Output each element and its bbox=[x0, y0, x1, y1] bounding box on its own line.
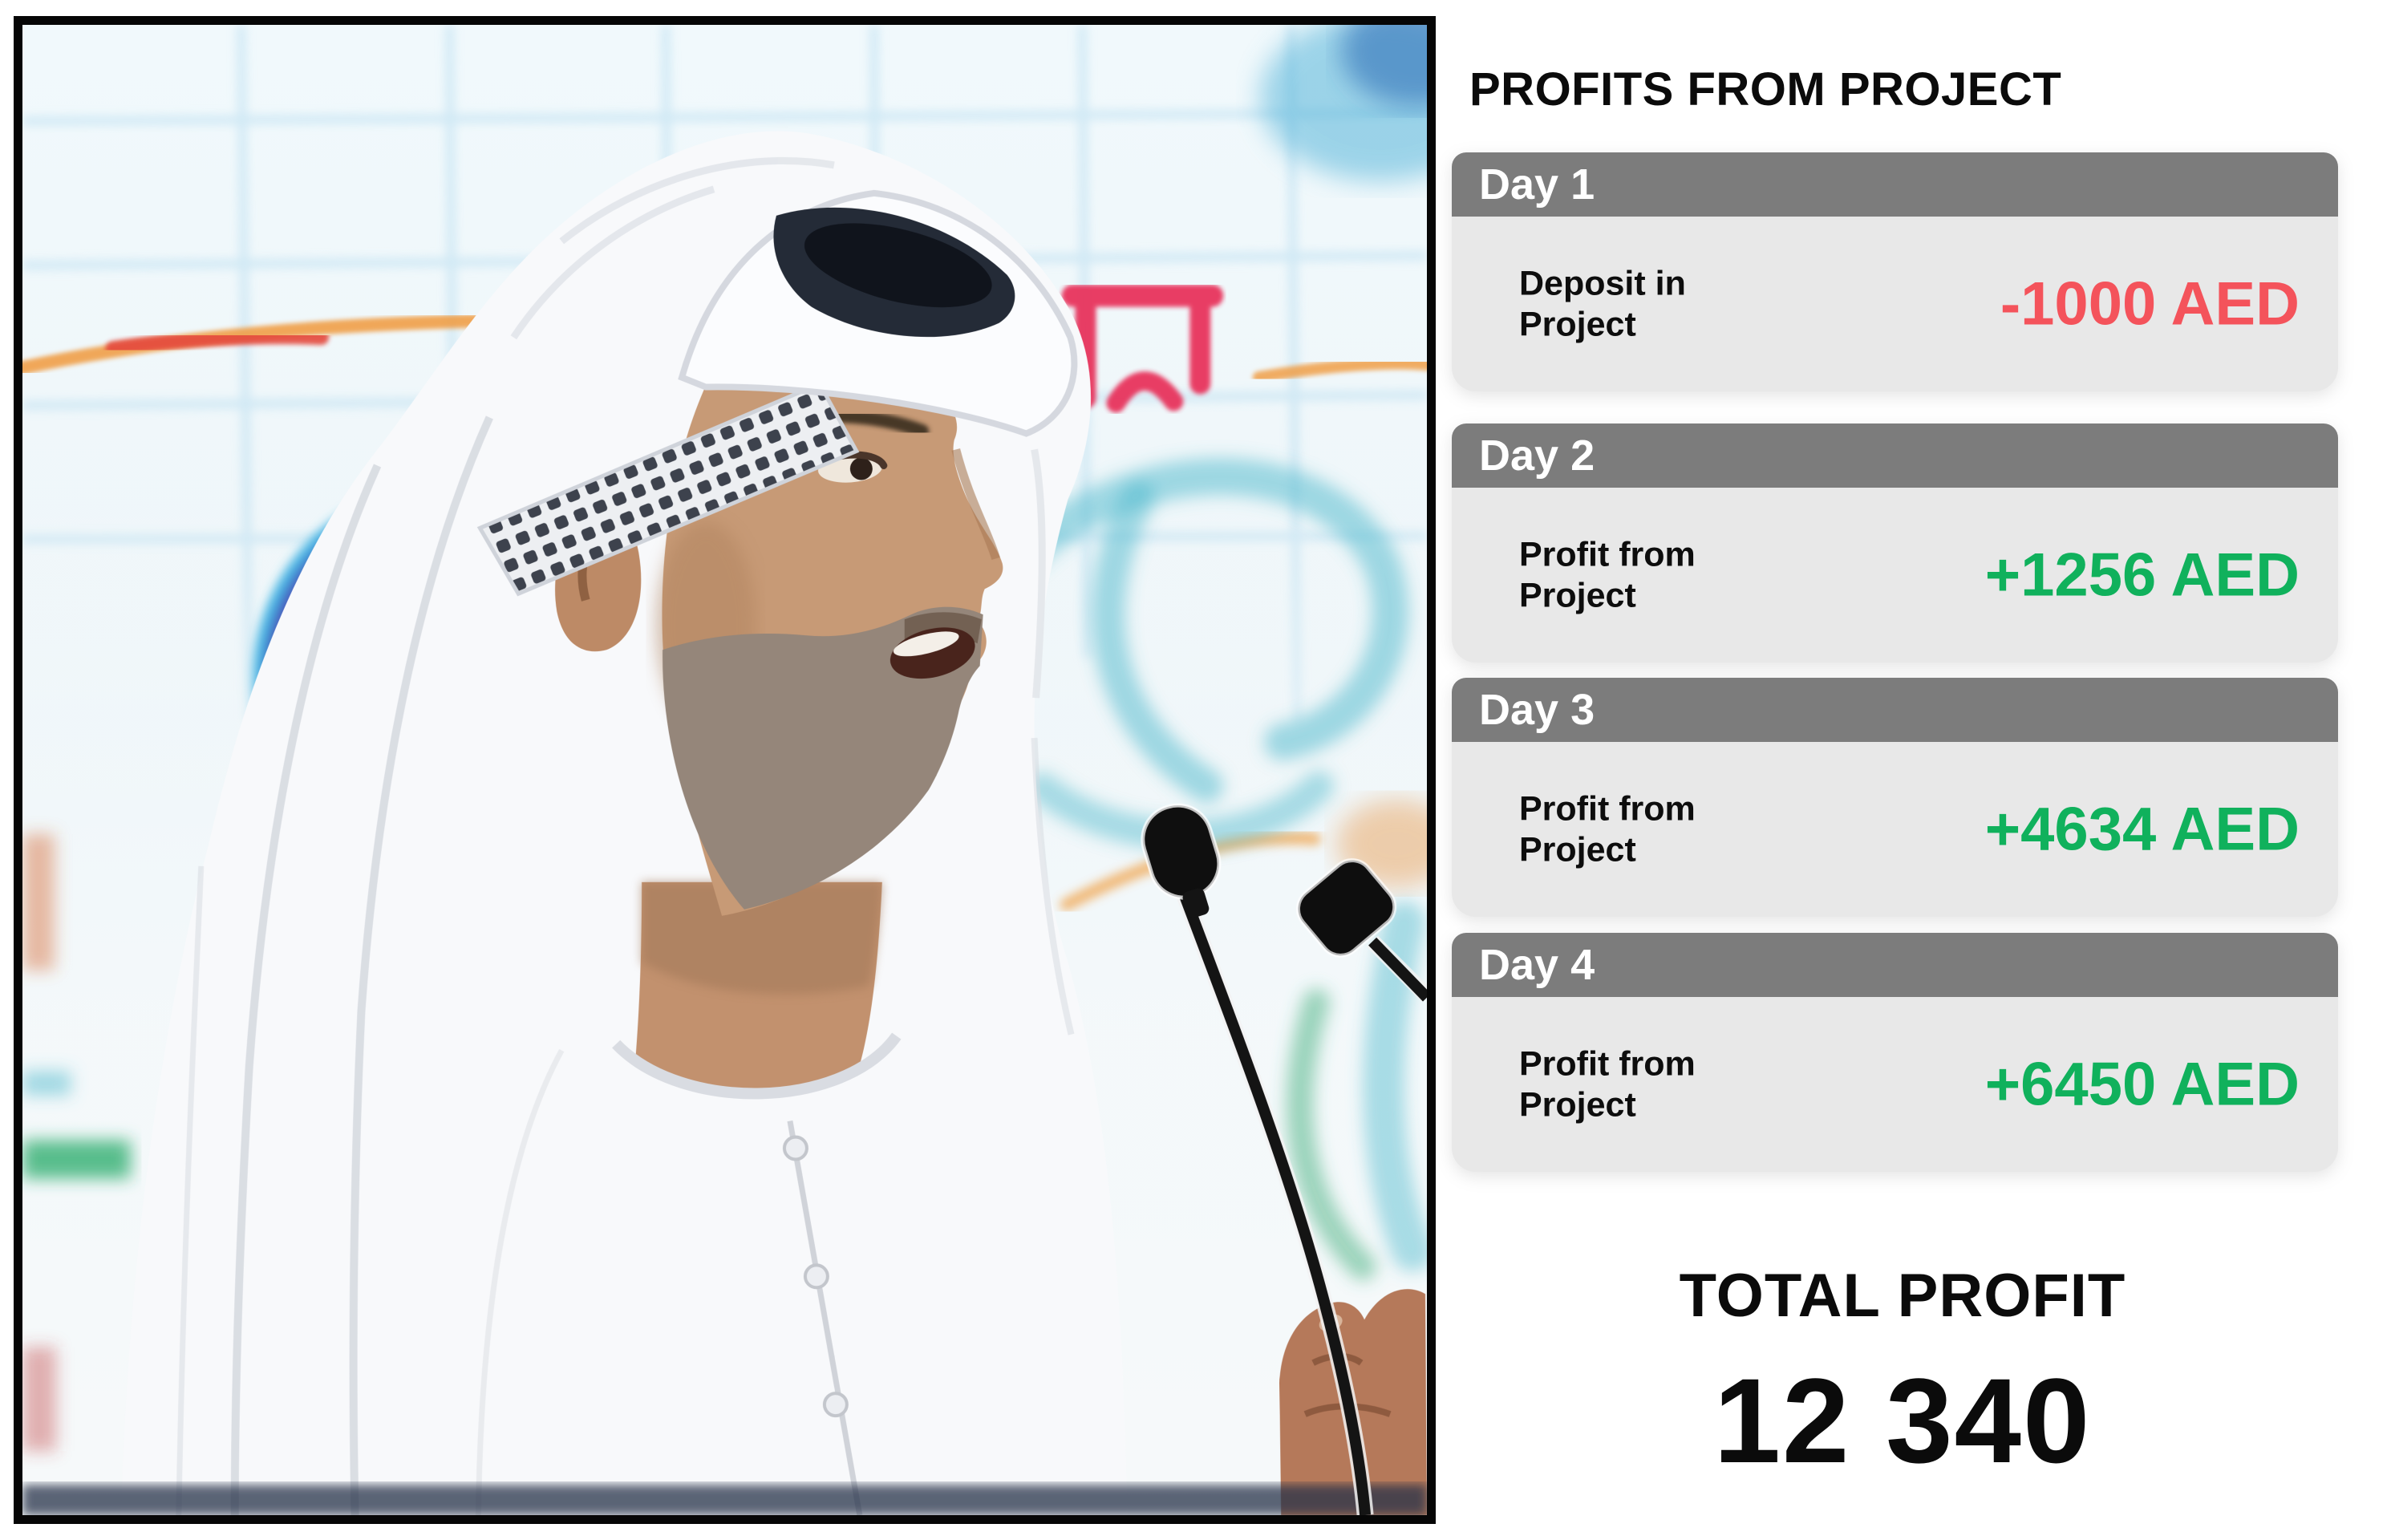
total-value: 12 340 bbox=[1713, 1353, 2092, 1488]
speaker-figure bbox=[120, 131, 1128, 1515]
microphone-2 bbox=[1295, 858, 1427, 1002]
day-card-body: Profit from Project +6450 AED bbox=[1452, 997, 2338, 1172]
transaction-label: Deposit in Project bbox=[1519, 264, 1686, 343]
photo-frame bbox=[14, 16, 1436, 1524]
transaction-value: -1000 AED bbox=[2000, 270, 2300, 338]
page-title: PROFITS FROM PROJECT bbox=[1469, 63, 2062, 116]
day-label: Day 1 bbox=[1479, 160, 1595, 209]
total-section: TOTAL PROFIT 12 340 bbox=[1452, 1261, 2353, 1490]
transaction-value: +1256 AED bbox=[1984, 541, 2300, 610]
day-card-header: Day 3 bbox=[1452, 678, 2338, 742]
ghutra-mesh-band bbox=[476, 381, 860, 597]
transaction-label: Profit from Project bbox=[1519, 535, 1696, 614]
fabric-folds bbox=[176, 415, 1075, 1515]
total-label: TOTAL PROFIT bbox=[1679, 1262, 2126, 1330]
day-card-1: Day 1 Deposit in Project -1000 AED bbox=[1452, 152, 2338, 391]
transaction-label: Profit from Project bbox=[1519, 1044, 1696, 1124]
mouth bbox=[890, 627, 975, 679]
day-card-2: Day 2 Profit from Project +1256 AED bbox=[1452, 424, 2338, 663]
day-card-header: Day 4 bbox=[1452, 933, 2338, 997]
transaction-value: +4634 AED bbox=[1984, 795, 2300, 864]
transaction-label: Profit from Project bbox=[1519, 789, 1696, 869]
button-placket bbox=[787, 1120, 863, 1515]
teal-scribbles bbox=[1007, 458, 1427, 1281]
dark-blue-corner-blob bbox=[1341, 25, 1427, 107]
day-card-body: Profit from Project +1256 AED bbox=[1452, 488, 2338, 663]
profit-panel: PROFITS FROM PROJECT Day 1 Deposit in Pr… bbox=[1436, 0, 2391, 1540]
day-card-body: Deposit in Project -1000 AED bbox=[1452, 217, 2338, 391]
speaker-photo bbox=[22, 25, 1427, 1515]
ghutra-highlights bbox=[510, 156, 1046, 699]
edge-smudges bbox=[22, 833, 131, 1452]
day-label: Day 2 bbox=[1479, 432, 1595, 480]
podium-edge bbox=[22, 1484, 1427, 1515]
microphone-1 bbox=[1141, 803, 1374, 1515]
day-card-3: Day 3 Profit from Project +4634 AED bbox=[1452, 678, 2338, 917]
day-card-4: Day 4 Profit from Project +6450 AED bbox=[1452, 933, 2338, 1172]
jaw-shadow bbox=[642, 881, 882, 995]
day-card-header: Day 2 bbox=[1452, 424, 2338, 488]
beard bbox=[663, 606, 983, 910]
kandura-buttons bbox=[782, 1135, 849, 1418]
day-label: Day 3 bbox=[1479, 686, 1595, 734]
day-card-body: Profit from Project +4634 AED bbox=[1452, 742, 2338, 917]
kandura-collar bbox=[612, 1032, 902, 1100]
day-label: Day 4 bbox=[1479, 941, 1595, 989]
transaction-value: +6450 AED bbox=[1984, 1050, 2300, 1119]
nose-shading bbox=[951, 448, 1000, 560]
day-card-header: Day 1 bbox=[1452, 152, 2338, 217]
fold-inner-shadow bbox=[804, 223, 992, 308]
